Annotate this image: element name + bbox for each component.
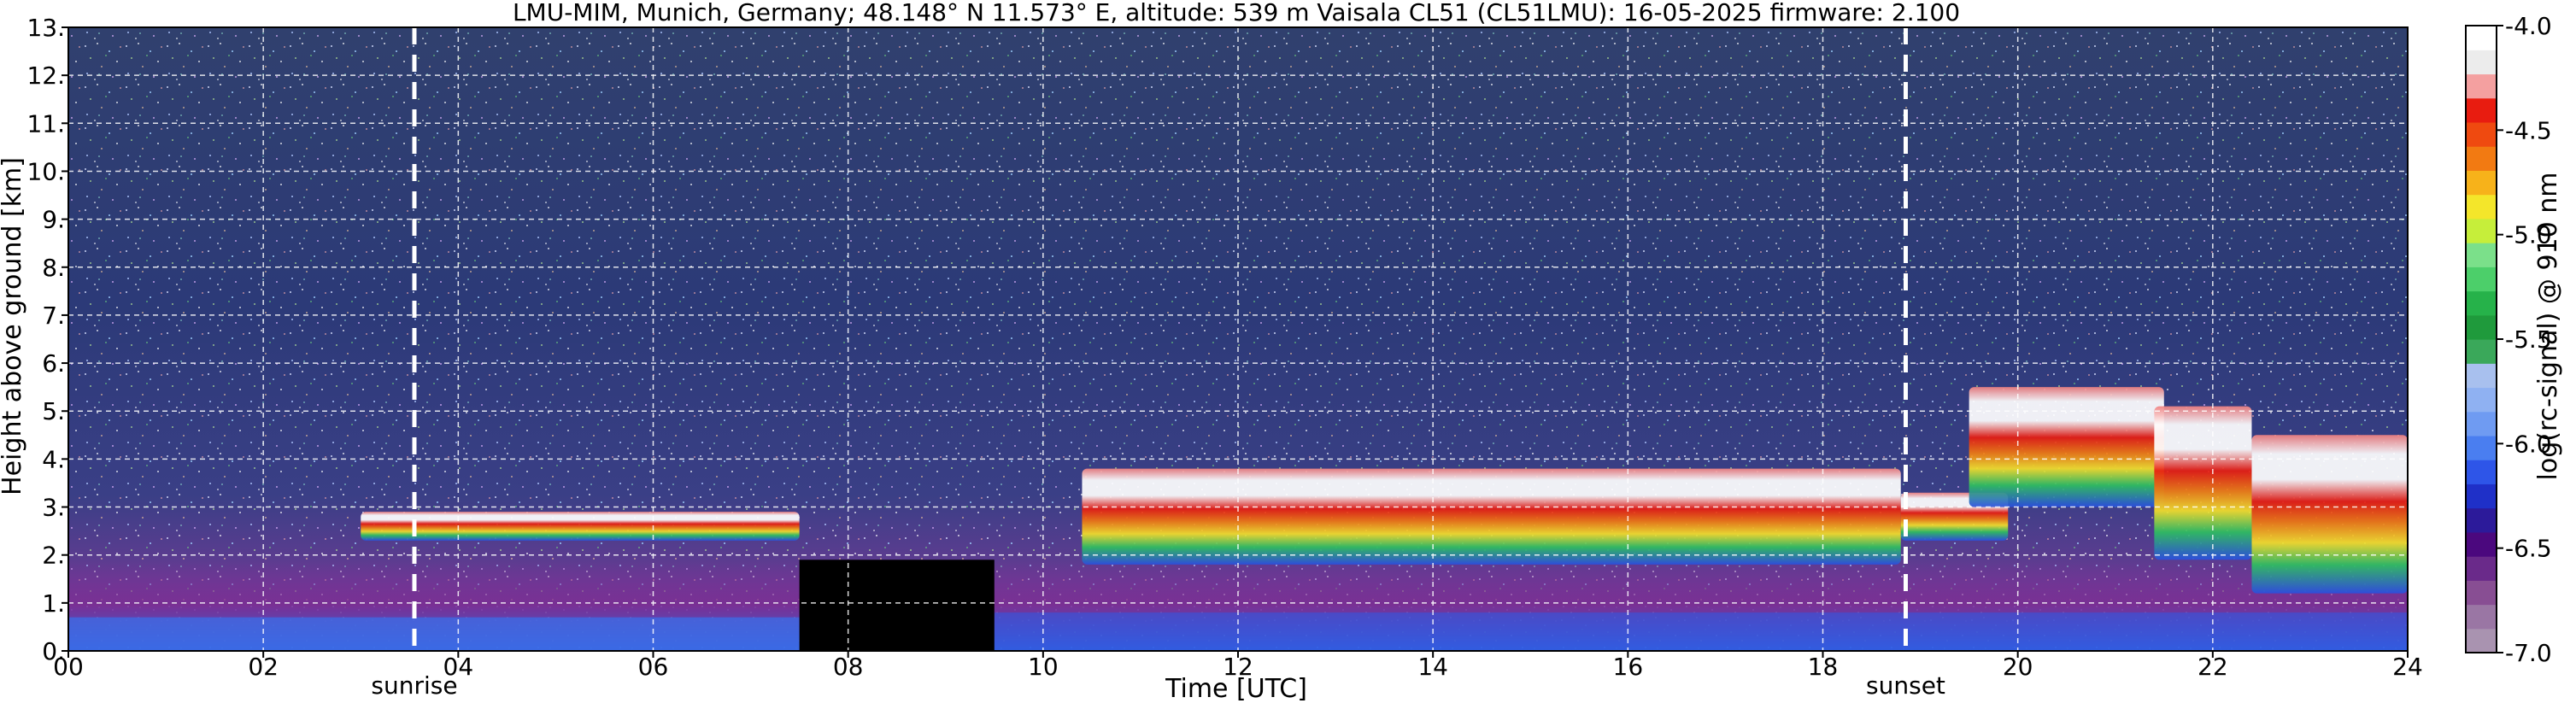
chart-title: LMU-MIM, Munich, Germany; 48.148° N 11.5… <box>513 0 1960 26</box>
colorbar-swatch <box>2466 507 2497 533</box>
y-tick-label: 7. <box>42 302 65 330</box>
colorbar-swatch <box>2466 146 2497 171</box>
colorbar-swatch <box>2466 121 2497 147</box>
colorbar-tick-label: -4.5 <box>2505 116 2552 144</box>
sunrise-annotation: sunrise <box>371 671 457 700</box>
colorbar-tick-label: -5.0 <box>2505 221 2552 249</box>
colorbar-swatch <box>2466 194 2497 220</box>
cloud-layer <box>2251 435 2408 594</box>
y-tick-label: 12. <box>26 62 65 90</box>
no-data-gap <box>799 560 995 651</box>
cloud-layer <box>1969 387 2164 507</box>
sun-markers: sunrise sunset <box>371 27 1945 700</box>
y-tick-label: 4. <box>42 445 65 473</box>
x-tick-label: 12 <box>1223 653 1253 681</box>
colorbar-swatch <box>2466 314 2497 340</box>
x-tick-label: 22 <box>2198 653 2228 681</box>
colorbar-tick-label: -6.0 <box>2505 430 2552 458</box>
colorbar-swatch <box>2466 387 2497 413</box>
x-tick-label: 06 <box>638 653 669 681</box>
colorbar-swatch <box>2466 170 2497 196</box>
colorbar-swatch <box>2466 73 2497 99</box>
y-tick-label: 3. <box>42 494 65 522</box>
x-tick-label: 14 <box>1417 653 1448 681</box>
colorbar: -7.0 -6.5 -6.0 -5.5 -5.0 -4.5 -4.0 <box>2465 12 2552 667</box>
y-tick-label: 9. <box>42 206 65 234</box>
colorbar-swatch <box>2466 556 2497 581</box>
colorbar-swatch <box>2466 628 2497 653</box>
y-tick-label: 10. <box>26 157 65 185</box>
colorbar-swatch <box>2466 483 2497 509</box>
colorbar-swatch <box>2466 604 2497 630</box>
colorbar-swatch <box>2466 411 2497 437</box>
x-tick-label: 16 <box>1613 653 1644 681</box>
y-tick-label: 6. <box>42 349 65 378</box>
cloud-layer <box>2154 406 2252 560</box>
colorbar-swatch <box>2466 363 2497 389</box>
y-tick-label: 13. <box>26 14 65 42</box>
colorbar-swatch <box>2466 531 2497 557</box>
x-axis-label: Time [UTC] <box>1165 674 1307 704</box>
colorbar-tick-label: -5.5 <box>2505 325 2552 354</box>
cloud-layer <box>1082 468 1901 565</box>
y-axis-label: Height above ground [km] <box>0 157 27 495</box>
colorbar-tick-label: -4.0 <box>2505 12 2552 40</box>
colorbar-swatch <box>2466 460 2497 484</box>
y-tick-label: 1. <box>42 589 65 618</box>
colorbar-label: log(rc-signal) @ 910 nm <box>2533 173 2563 481</box>
x-tick-label: 20 <box>2003 653 2033 681</box>
colorbar-swatch <box>2466 26 2497 50</box>
y-tick-label: 5. <box>42 397 65 425</box>
colorbar-tick-label: -6.5 <box>2505 535 2552 563</box>
colorbar-swatch <box>2466 435 2497 460</box>
surface-layer-morning <box>68 617 800 651</box>
colorbar-swatch <box>2466 97 2497 123</box>
surface-layer-afternoon <box>994 612 2408 651</box>
colorbar-swatch <box>2466 339 2497 364</box>
colorbar-swatch <box>2466 290 2497 316</box>
colorbar-swatch <box>2466 267 2497 292</box>
y-tick-label: 2. <box>42 542 65 570</box>
x-tick-label: 00 <box>53 653 84 681</box>
colorbar-swatch <box>2466 580 2497 606</box>
cloud-layer <box>361 512 800 541</box>
y-tick-label: 11. <box>26 109 65 138</box>
colorbar-swatch <box>2466 50 2497 75</box>
x-tick-label: 18 <box>1808 653 1839 681</box>
y-tick-label: 0. <box>42 637 65 665</box>
sunset-annotation: sunset <box>1866 671 1945 700</box>
colorbar-swatch <box>2466 218 2497 243</box>
x-tick-label: 04 <box>443 653 474 681</box>
x-tick-label: 08 <box>833 653 864 681</box>
colorbar-swatch <box>2466 243 2497 267</box>
axes: 00 02 04 06 08 10 12 14 16 18 20 22 24 0. 1. 2. 3. 4. 5. 6.… <box>26 14 2422 681</box>
x-tick-label: 24 <box>2392 653 2423 681</box>
x-tick-label: 02 <box>248 653 279 681</box>
colorbar-tick-label: -7.0 <box>2505 639 2552 667</box>
x-tick-label: 10 <box>1028 653 1059 681</box>
y-tick-label: 8. <box>42 254 65 282</box>
